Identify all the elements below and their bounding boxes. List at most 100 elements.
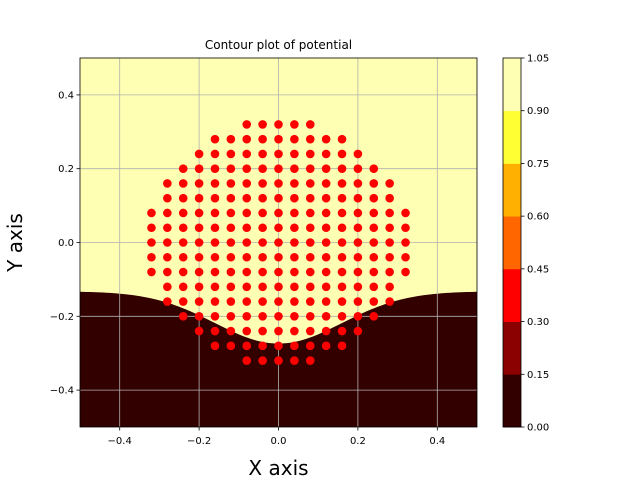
data-point [274,267,283,277]
data-point [274,179,283,188]
data-point [210,223,220,233]
data-point [194,223,204,233]
plot-area [80,58,477,427]
y-axis-label: Y axis [3,213,27,273]
chart-title: Contour plot of potential [205,38,352,52]
data-point [210,193,220,203]
data-point [274,193,283,203]
data-point [274,356,283,365]
data-point [401,252,410,262]
data-point [242,149,252,159]
data-point [369,223,379,233]
data-point [226,193,236,203]
data-point [290,223,299,233]
data-point [210,179,220,188]
data-point [290,179,299,188]
data-point [290,312,299,321]
data-point [290,282,299,292]
data-point [305,179,315,188]
colorbar-segment-3 [503,216,521,270]
data-point [337,149,347,159]
data-point [210,252,220,262]
data-point [178,238,188,247]
data-point [226,134,236,144]
data-point [242,252,252,262]
colorbar-tick-label: 0.15 [527,370,549,381]
colorbar-segment-0 [503,374,521,428]
colorbar-segment-6 [503,58,521,112]
data-point [385,179,394,188]
data-point [290,120,299,129]
data-point [258,297,267,306]
data-point [274,282,283,292]
data-point [305,282,315,292]
data-point [369,267,379,277]
data-point [163,238,172,247]
data-point [369,238,379,247]
x-axis: −0.4 −0.2 0.0 0.2 0.4 [108,427,445,447]
data-point [194,238,204,247]
colorbar-segment-4 [503,163,521,217]
colorbar-frame [502,57,522,428]
data-point [226,238,236,247]
colorbar: 0.00 0.15 0.30 0.45 0.60 0.75 0.90 1.05 [502,54,549,434]
data-point [274,252,283,262]
data-point [242,179,252,188]
data-point [178,179,188,188]
data-point [290,238,299,247]
colorbar-tick-label: 0.60 [527,212,549,223]
y-tick-label: 0.0 [58,238,74,249]
data-point [321,149,331,159]
data-point [147,252,156,262]
data-point [401,223,410,233]
data-point [226,208,236,218]
data-point [210,267,220,277]
data-point [147,223,156,233]
data-point [226,252,236,262]
data-point [305,208,315,218]
data-point [194,164,204,173]
colorbar-segment-5 [503,110,521,164]
data-point [353,164,363,173]
data-point [194,149,204,159]
data-point [369,297,379,306]
data-point [242,164,252,173]
data-point [226,297,236,306]
data-point [305,134,315,144]
data-point [305,252,315,262]
data-point [258,252,267,262]
data-point [321,208,331,218]
x-tick-label: −0.4 [108,436,132,447]
data-point [290,356,299,365]
data-point [337,164,347,173]
data-point [178,282,188,292]
y-tick-label: 0.2 [58,164,74,175]
data-point [353,208,363,218]
data-point [210,164,220,173]
data-point [305,326,315,336]
data-point [353,312,363,321]
colorbar-tick-label: 0.30 [527,317,549,328]
data-point [194,312,204,321]
data-point [321,297,331,306]
data-point [274,238,283,247]
data-point [385,252,394,262]
data-point [226,179,236,188]
data-point [147,267,156,277]
data-point [290,134,299,144]
data-point [337,208,347,218]
data-point [163,179,172,188]
data-point [274,120,283,129]
data-point [321,179,331,188]
data-point [194,297,204,306]
data-point [210,326,220,336]
data-point [210,341,220,351]
data-point [258,267,267,277]
data-point [210,134,220,144]
data-point [305,238,315,247]
data-point [163,223,172,233]
data-point [274,134,283,144]
data-point [290,297,299,306]
data-point [242,223,252,233]
data-point [337,193,347,203]
